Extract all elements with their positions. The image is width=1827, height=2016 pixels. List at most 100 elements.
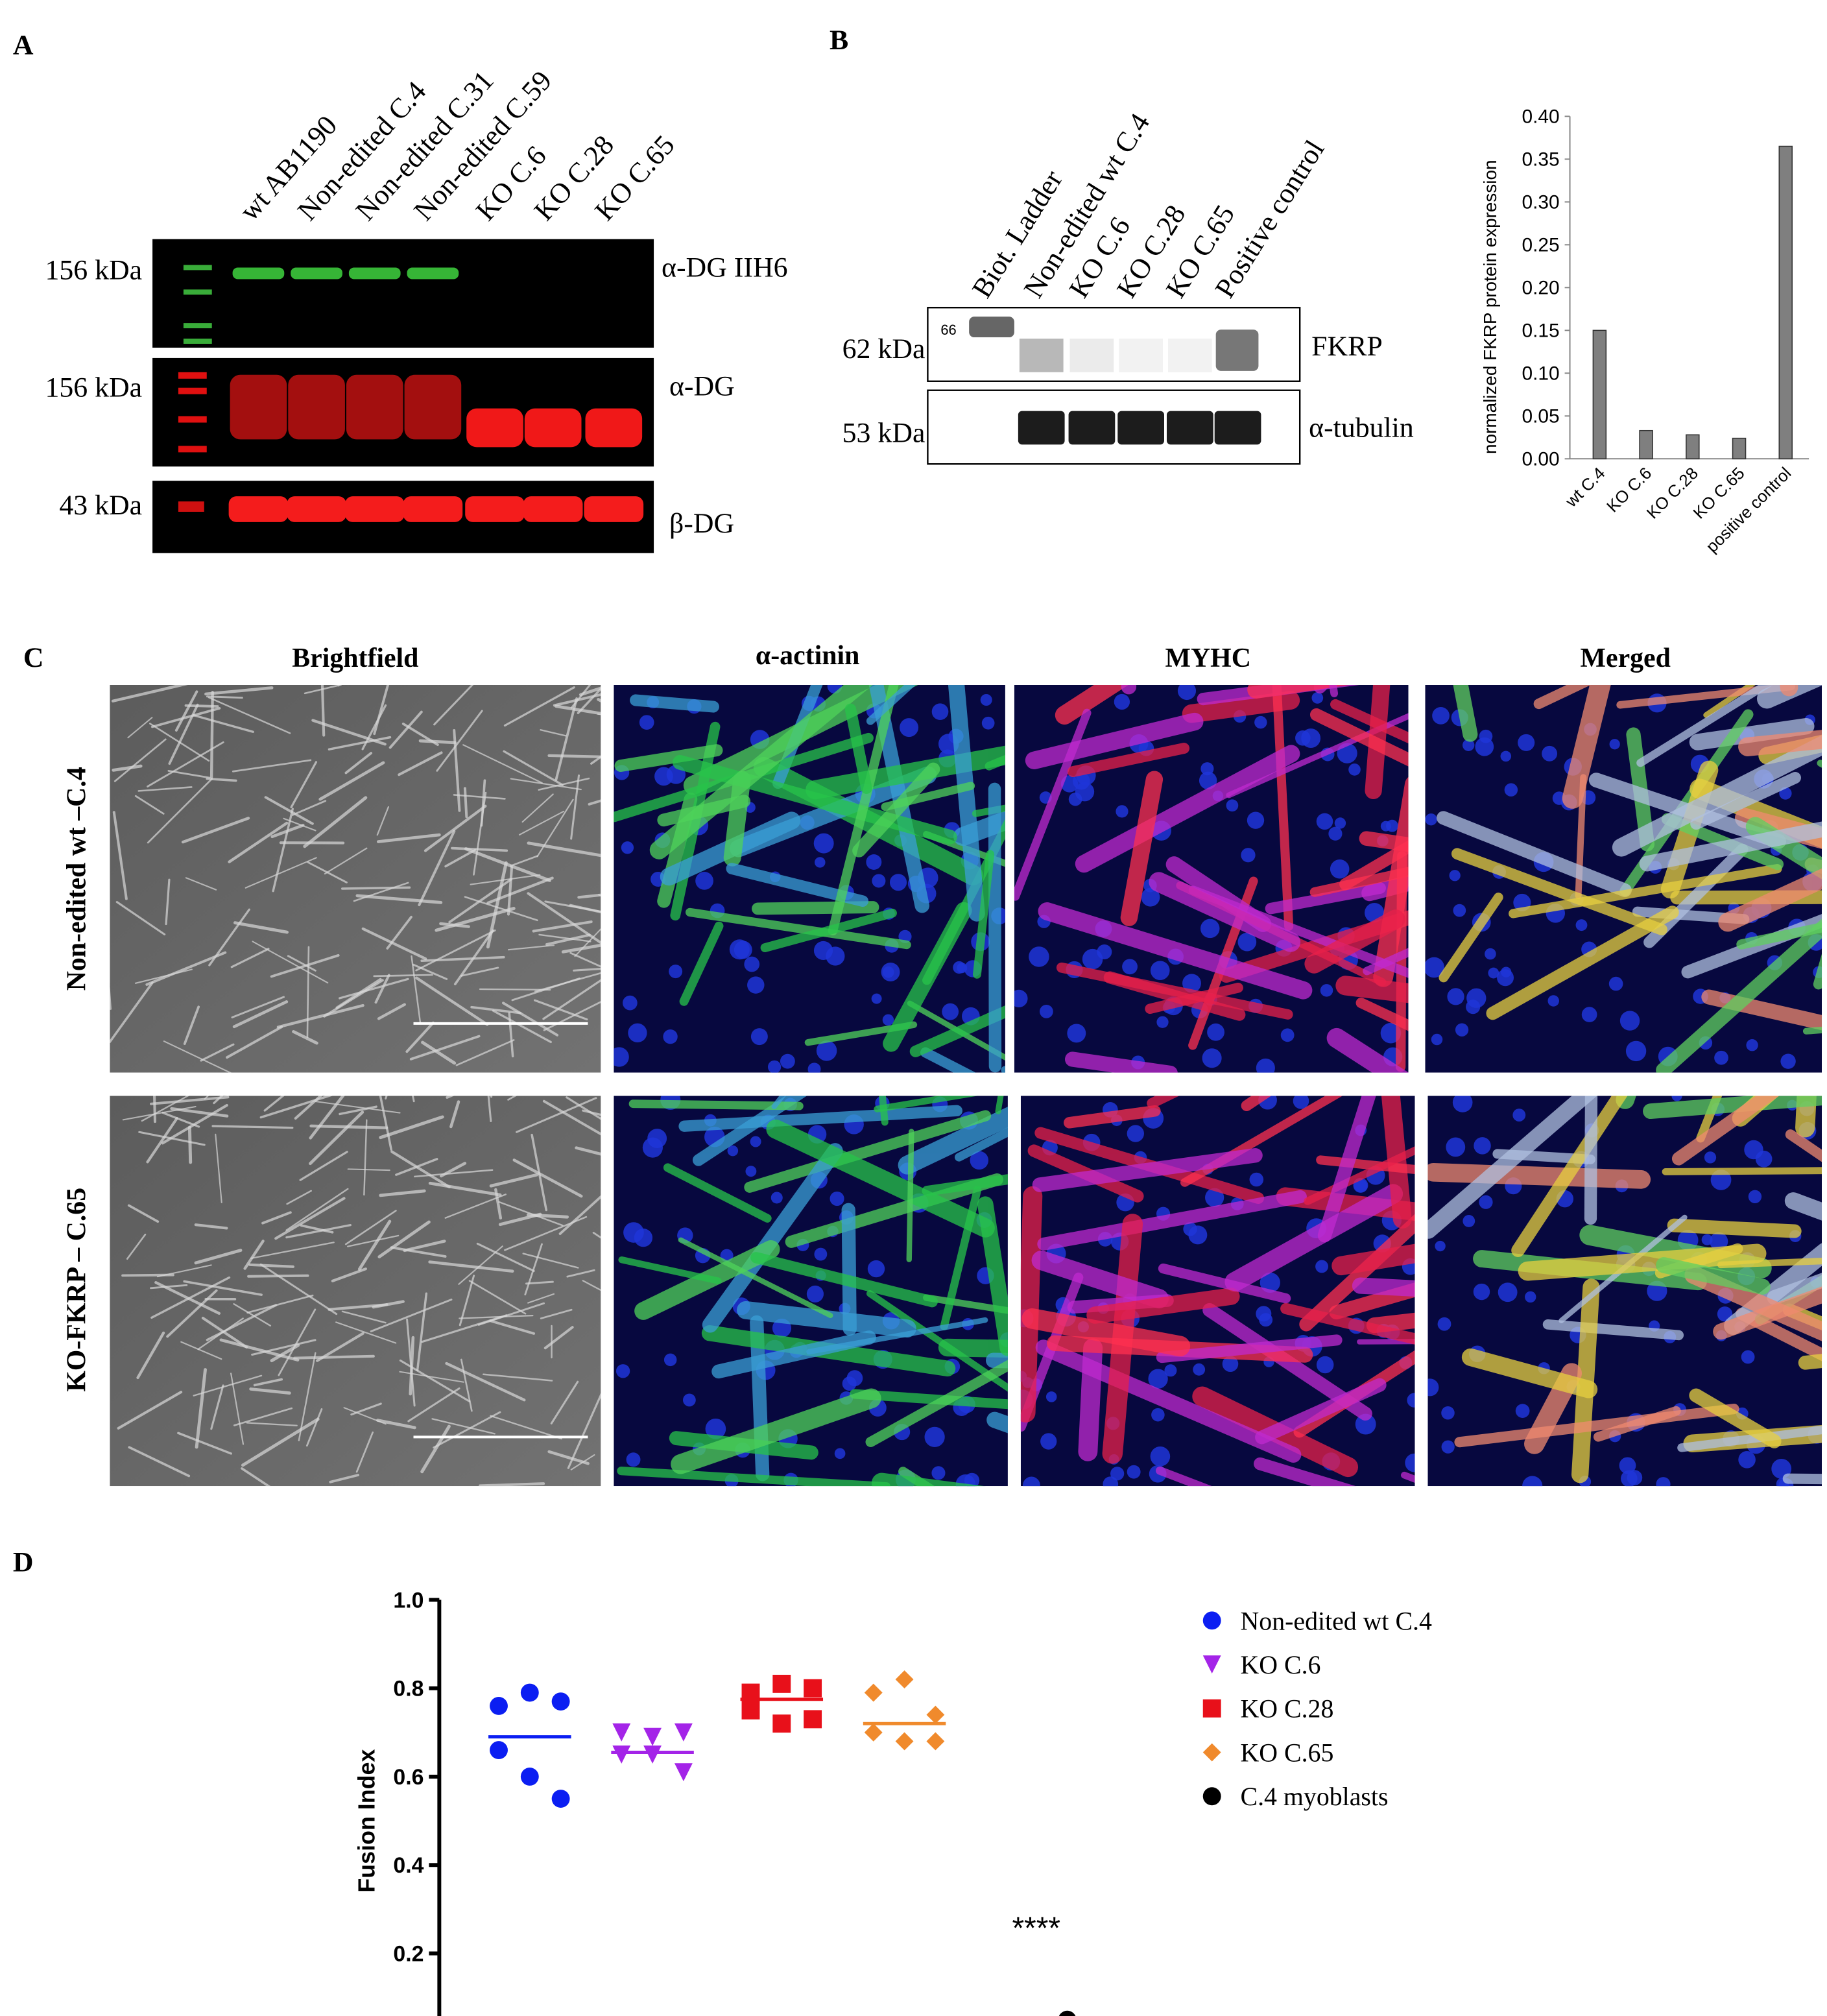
nucleus: [1241, 848, 1256, 863]
fiber: [503, 750, 564, 786]
y-tick-label: 0.6: [393, 1765, 424, 1790]
nucleus: [1741, 1350, 1755, 1364]
fiber: [470, 1005, 522, 1014]
fiber: [318, 761, 385, 801]
nucleus: [1256, 1306, 1272, 1322]
nucleus: [1504, 783, 1518, 797]
fiber: [1329, 1282, 1415, 1320]
point: [674, 1763, 693, 1782]
fiber: [582, 1280, 601, 1291]
nucleus: [1701, 1234, 1713, 1245]
fiber: [193, 1374, 263, 1397]
nucleus: [1609, 739, 1620, 750]
nucleus: [626, 1452, 641, 1467]
band: [1214, 411, 1261, 445]
fiber: [286, 1190, 312, 1205]
fiber: [147, 778, 213, 844]
fiber: [508, 1012, 514, 1058]
fiber: [343, 1407, 387, 1425]
nucleus: [1110, 1467, 1125, 1481]
fiber: [211, 1125, 294, 1129]
nucleus: [1452, 1096, 1473, 1112]
fiber: [329, 1474, 360, 1483]
fiber: [614, 744, 723, 773]
fiber: [373, 974, 433, 978]
fiber: [147, 741, 224, 787]
fiber: [1451, 848, 1667, 935]
fiber: [1738, 730, 1822, 756]
nucleus: [931, 703, 949, 721]
fiber: [373, 684, 390, 736]
fiber: [1120, 771, 1164, 926]
band: [228, 496, 289, 522]
fiber: [285, 1188, 349, 1231]
band: [407, 267, 459, 280]
nucleus: [1014, 989, 1028, 1007]
fiber: [973, 850, 995, 979]
fiber: [206, 1304, 278, 1341]
nucleus: [1463, 1215, 1475, 1227]
fiber: [479, 988, 551, 991]
legend-marker: [1202, 1611, 1221, 1630]
legend-label: KO C.65: [1241, 1738, 1334, 1767]
nucleus: [615, 1364, 630, 1378]
row-header: KO-FKRP – C.65: [62, 1188, 91, 1392]
nucleus: [1200, 918, 1220, 939]
target-label: α-DG IIH6: [662, 252, 788, 283]
fiber: [259, 1096, 333, 1119]
fiber: [344, 752, 373, 774]
y-tick-label: 0.4: [393, 1853, 424, 1878]
fiber: [760, 908, 897, 953]
fiber: [1156, 1334, 1343, 1363]
fiber: [663, 1163, 772, 1223]
band: [403, 496, 463, 522]
nucleus: [1619, 1011, 1640, 1031]
nucleus: [1164, 1364, 1177, 1377]
fiber: [543, 1326, 574, 1350]
nucleus: [1500, 750, 1512, 762]
fiber: [521, 793, 554, 823]
nucleus: [1127, 1465, 1141, 1479]
fiber: [463, 787, 468, 819]
fiber: [379, 1189, 426, 1197]
fiber: [412, 963, 448, 980]
nucleus: [1207, 1023, 1224, 1041]
fiber: [377, 1003, 406, 1020]
fiber: [418, 739, 457, 745]
nucleus: [1542, 745, 1558, 762]
fiber: [355, 1431, 374, 1473]
fiber: [194, 1249, 243, 1265]
blot: [152, 239, 654, 348]
fiber: [344, 1210, 397, 1245]
fiber: [283, 817, 316, 832]
fiber: [1021, 1308, 1191, 1357]
point: [520, 1768, 539, 1786]
nucleus: [1512, 1109, 1526, 1122]
fiber: [988, 782, 1002, 1073]
fiber: [702, 1143, 843, 1333]
nucleus: [1150, 1446, 1171, 1467]
fiber: [909, 1005, 1005, 1057]
micrograph: [614, 1096, 1008, 1487]
nucleus: [815, 857, 826, 868]
fiber: [1329, 684, 1339, 697]
fiber: [192, 714, 254, 733]
ladder-band: [178, 387, 207, 394]
fiber: [940, 1186, 982, 1330]
fiber: [399, 1359, 471, 1402]
fiber: [167, 770, 211, 779]
fiber: [510, 778, 582, 791]
fiber: [305, 1408, 323, 1447]
nucleus: [1488, 967, 1499, 979]
fiber: [1075, 745, 1300, 873]
fiber: [150, 1276, 231, 1319]
nucleus: [957, 963, 968, 974]
fiber: [527, 892, 601, 944]
nucleus: [1427, 1378, 1439, 1397]
y-tick-label: 0.40: [1522, 106, 1559, 127]
nucleus: [1260, 1272, 1280, 1293]
nucleus: [1150, 961, 1170, 980]
fiber: [141, 1096, 189, 1122]
y-tick-label: 0.00: [1522, 448, 1559, 470]
nucleus: [1316, 813, 1333, 830]
